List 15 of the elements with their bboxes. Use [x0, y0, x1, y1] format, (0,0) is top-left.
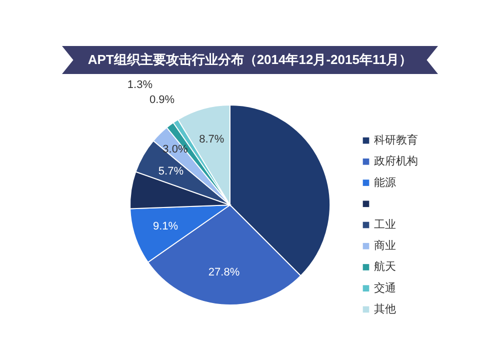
data-label: 8.7% [199, 134, 224, 146]
legend-label: 科研教育 [374, 134, 418, 147]
data-label: 27.8% [208, 266, 240, 279]
legend-label: 工业 [374, 218, 396, 231]
legend-label: 能源 [374, 176, 396, 189]
legend-label: 其他 [374, 302, 396, 316]
data-label: 1.3% [127, 79, 153, 92]
legend-label: 商业 [374, 239, 396, 252]
legend-label: 政府机构 [374, 154, 418, 168]
legend-label: 交通 [374, 281, 396, 294]
legend-label: 航天 [374, 260, 396, 274]
data-label: 5.7% [158, 165, 184, 178]
chart-title: APT组织主要攻击行业分布（2014年12月-2015年11月） [62, 46, 438, 74]
data-label: 0.9% [149, 94, 175, 106]
data-label: 9.1% [152, 220, 178, 233]
